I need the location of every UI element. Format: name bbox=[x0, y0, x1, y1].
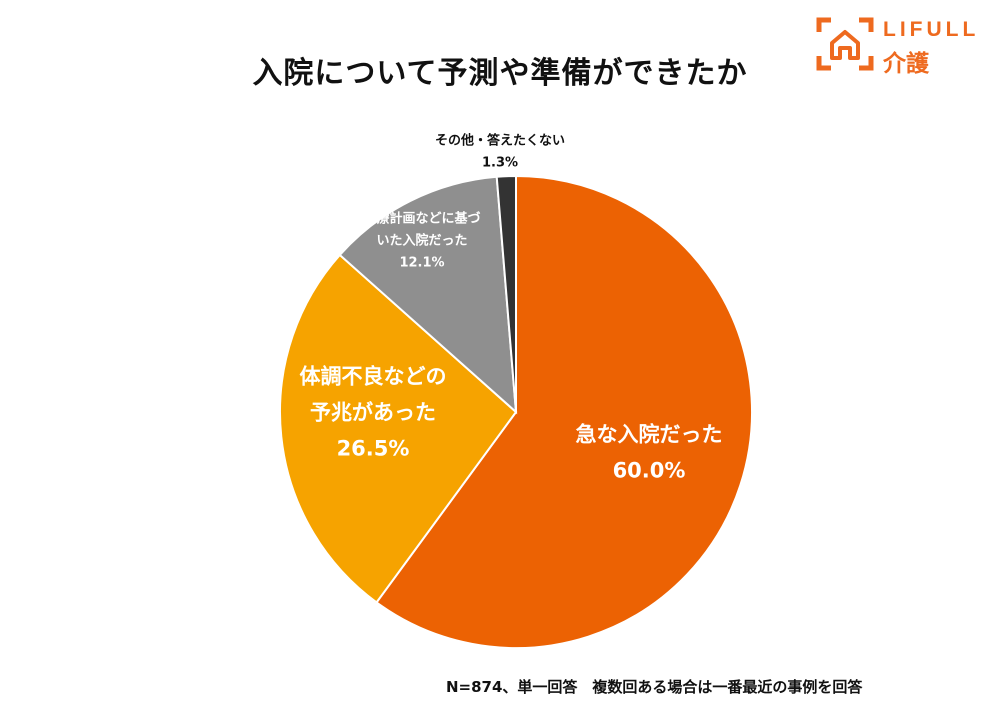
logo-subtitle: 介護 bbox=[883, 51, 929, 77]
slice-value-label: 1.3% bbox=[482, 156, 518, 171]
logo-wordmark: LIFULL bbox=[883, 18, 980, 41]
pie-slice-2 bbox=[279, 253, 518, 604]
slice-category-label: 予兆があった bbox=[310, 400, 436, 424]
pie-slice-4 bbox=[495, 174, 517, 413]
house-bracket-icon bbox=[816, 17, 874, 71]
slice-label-4: その他・答えたくない 1.3% bbox=[435, 133, 565, 171]
chart-title: 入院について予測や準備ができたか bbox=[252, 56, 748, 91]
slice-label-2: 体調不良などの予兆があった 26.5% bbox=[300, 364, 447, 460]
sample-note: N=874、単一回答 複数回ある場合は一番最近の事例を回答 bbox=[446, 678, 863, 696]
slice-label-1: 急な入院だった 60.0% bbox=[576, 422, 723, 482]
pie-slice-3 bbox=[338, 175, 518, 415]
slice-category-label: 急な入院だった bbox=[576, 422, 723, 446]
slice-category-label: 治療計画などに基づ bbox=[363, 211, 480, 227]
lifull-kaigo-logo: LIFULL 介護 bbox=[815, 16, 985, 77]
pie-slice-1 bbox=[375, 174, 753, 649]
slice-value-label: 12.1% bbox=[399, 256, 444, 271]
slice-category-label: その他・答えたくない bbox=[435, 133, 565, 149]
slice-category-label: 体調不良などの bbox=[300, 364, 447, 388]
slice-value-label: 60.0% bbox=[613, 458, 686, 482]
slice-value-label: 26.5% bbox=[337, 436, 410, 460]
slice-category-label: いた入院だった bbox=[376, 233, 467, 249]
slice-label-3: 治療計画などに基づいた入院だった 12.1% bbox=[363, 211, 480, 271]
